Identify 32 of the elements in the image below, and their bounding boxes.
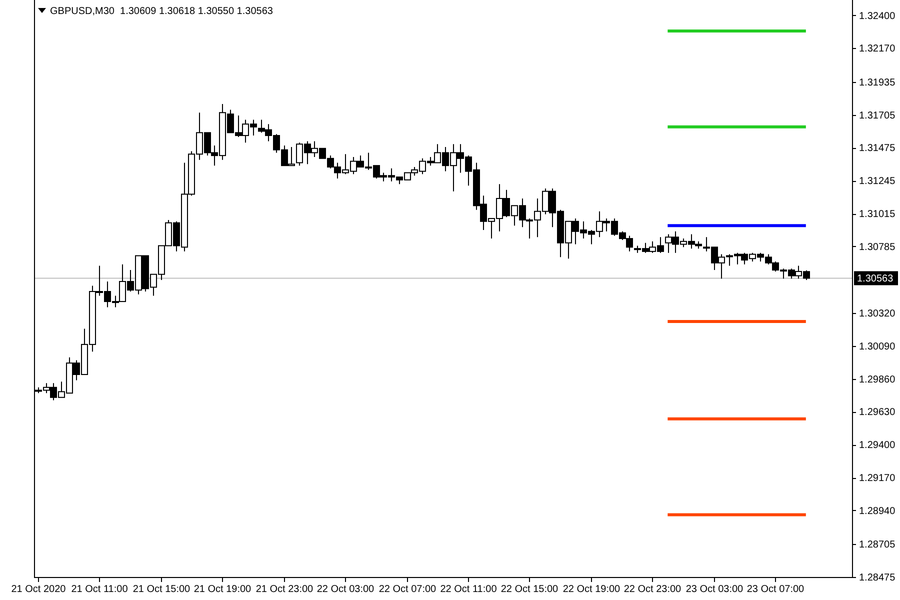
ref-line-label: 1.30563 <box>857 274 894 285</box>
x-tick-label: 22 Oct 19:00 <box>562 584 621 595</box>
y-tick-label: 1.31475 <box>859 143 896 154</box>
x-tick-label: 22 Oct 03:00 <box>316 584 375 595</box>
x-tick-label: 21 Oct 15:00 <box>132 584 191 595</box>
y-tick-label: 1.29630 <box>859 407 896 418</box>
y-tick-label: 1.31935 <box>859 77 896 88</box>
x-tick-label: 23 Oct 07:00 <box>746 584 805 595</box>
x-tick-label: 22 Oct 07:00 <box>378 584 437 595</box>
x-tick-label: 22 Oct 23:00 <box>624 584 682 595</box>
x-tick-label: 22 Oct 15:00 <box>500 584 559 595</box>
x-tick-label: 23 Oct 03:00 <box>686 584 744 595</box>
text: GBPUSD,M30 1.30609 1.30618 1.30550 1.30563 <box>50 6 274 17</box>
y-tick-label: 1.31245 <box>859 176 896 188</box>
y-tick-label: 1.29170 <box>859 473 896 484</box>
y-tick-label: 1.31015 <box>859 209 896 220</box>
y-tick-label: 1.28705 <box>859 540 896 551</box>
y-tick-label: 1.30090 <box>859 341 896 352</box>
x-tick-label: 21 Oct 11:00 <box>71 584 128 595</box>
x-tick-label: 21 Oct 23:00 <box>256 584 314 595</box>
y-tick-label: 1.30785 <box>859 242 896 253</box>
x-tick-label: 21 Oct 2020 <box>11 584 66 595</box>
y-tick-label: 1.32400 <box>859 10 896 22</box>
y-tick-label: 1.30320 <box>859 308 896 320</box>
y-tick-label: 1.28475 <box>859 572 896 584</box>
y-tick-label: 1.28940 <box>859 506 896 517</box>
x-tick-label: 21 Oct 19:00 <box>194 584 252 595</box>
y-tick-label: 1.31705 <box>859 110 896 122</box>
y-tick-label: 1.29400 <box>859 440 896 452</box>
y-tick-label: 1.29860 <box>859 374 896 386</box>
x-tick-label: 22 Oct 11:00 <box>440 584 498 595</box>
y-tick-label: 1.32170 <box>859 44 896 55</box>
